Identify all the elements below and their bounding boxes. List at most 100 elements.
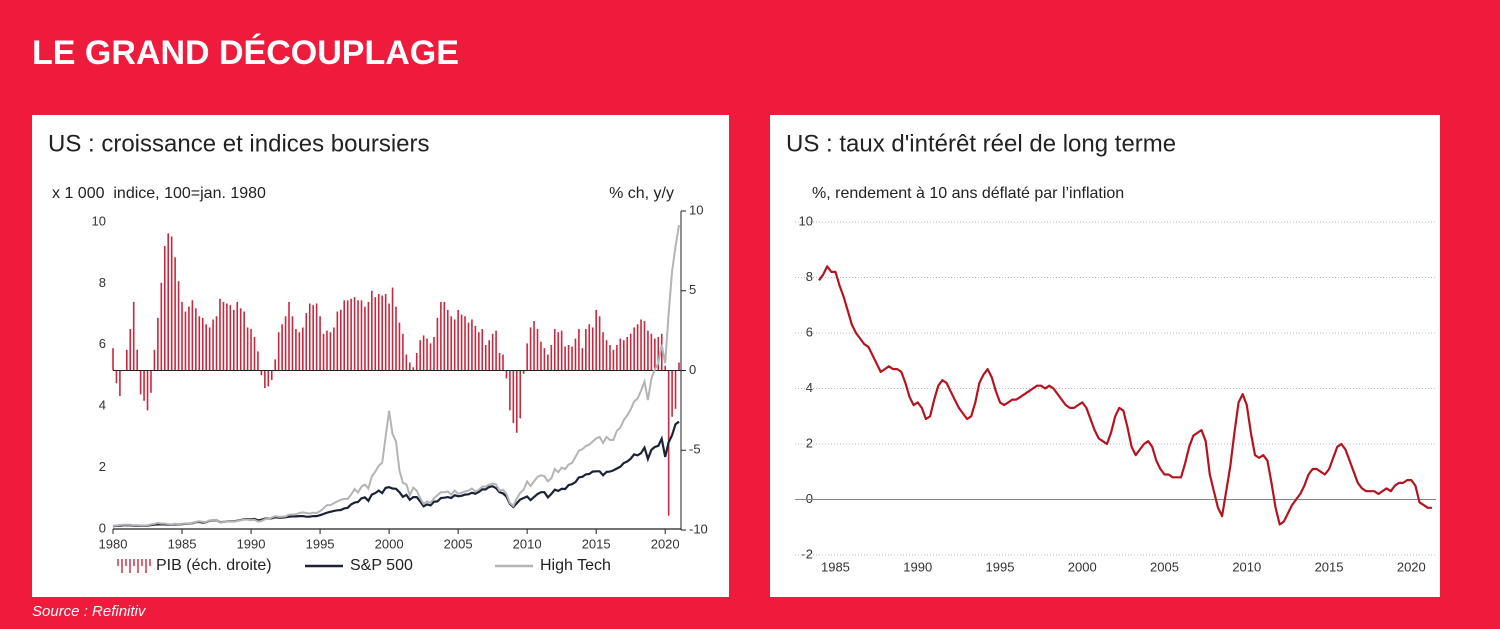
bar: [467, 322, 470, 371]
bar: [260, 370, 263, 376]
bar: [239, 308, 242, 371]
bar: [640, 319, 642, 371]
bar: [650, 333, 653, 371]
bar: [277, 332, 280, 371]
bar: [191, 300, 194, 371]
bar: [395, 306, 397, 371]
bar: [208, 327, 211, 371]
x-tick-label: 2015: [1315, 559, 1344, 574]
y-tick-label: 6: [806, 324, 813, 339]
bar: [288, 301, 290, 371]
bar: [629, 333, 632, 371]
bar: [160, 282, 163, 371]
bar: [616, 344, 618, 371]
bar: [215, 316, 218, 371]
y-tick-label: 2: [806, 435, 813, 450]
bar: [671, 370, 673, 417]
bar: [132, 301, 135, 371]
x-tick-label: 1995: [306, 536, 335, 551]
bar: [443, 301, 446, 371]
bar: [346, 300, 349, 371]
bar: [533, 321, 535, 371]
bar: [440, 301, 442, 371]
bar: [229, 305, 232, 371]
bar: [564, 346, 566, 371]
bar: [377, 293, 380, 371]
bar: [146, 370, 149, 411]
bar: [422, 335, 425, 371]
bar: [236, 301, 239, 371]
bar: [264, 370, 266, 389]
bar: [112, 348, 114, 371]
bar: [478, 332, 480, 371]
bar: [409, 362, 411, 371]
bar: [388, 303, 390, 371]
x-tick-label: 2020: [651, 536, 680, 551]
y2-tick-label: 10: [689, 202, 703, 217]
x-tick-label: 2015: [582, 536, 611, 551]
bar: [526, 343, 528, 371]
bar: [602, 332, 604, 371]
bar: [509, 370, 511, 411]
bar: [295, 329, 297, 371]
bar: [250, 329, 252, 371]
y-tick-label: 10: [92, 213, 106, 228]
y-tick-label: 8: [806, 269, 813, 284]
bar: [163, 246, 166, 371]
bar: [647, 330, 649, 371]
bar: [581, 348, 584, 371]
bar: [212, 319, 214, 371]
x-tick-label: 1990: [237, 536, 266, 551]
bar: [498, 352, 501, 371]
bar: [315, 303, 318, 371]
bar: [484, 344, 487, 371]
bar: [674, 370, 677, 409]
y-tick-label: 4: [99, 398, 106, 413]
bar: [350, 298, 352, 371]
x-tick-label: 1985: [821, 559, 850, 574]
bar: [181, 301, 183, 371]
x-tick-label: 2010: [1232, 559, 1261, 574]
bar: [153, 349, 156, 371]
bar: [626, 337, 629, 371]
bar: [274, 359, 277, 371]
bar: [284, 316, 287, 371]
bar: [436, 317, 439, 371]
bar: [115, 370, 118, 384]
y2-axis-label: % ch, y/y: [609, 185, 674, 202]
bar: [474, 325, 477, 371]
bar: [446, 309, 449, 371]
bar: [322, 333, 325, 371]
bar: [457, 309, 459, 371]
bar: [129, 329, 132, 371]
bar: [522, 370, 525, 374]
bar: [619, 338, 622, 371]
bar: [353, 297, 356, 371]
bar: [343, 300, 346, 371]
bar: [198, 316, 201, 371]
bar: [326, 330, 328, 371]
bar: [460, 314, 463, 371]
bar: [308, 303, 311, 371]
bar: [364, 306, 366, 371]
bar: [512, 370, 515, 424]
y2-tick-label: -10: [689, 521, 708, 536]
bar: [329, 332, 332, 371]
y2-tick-label: 0: [689, 362, 696, 377]
bar: [471, 319, 473, 371]
bar: [177, 281, 180, 371]
bar: [419, 340, 421, 371]
bar: [184, 311, 187, 371]
bar: [367, 301, 370, 371]
bar: [157, 317, 159, 371]
bar: [529, 327, 532, 371]
x-tick-label: 1990: [903, 559, 932, 574]
bar: [167, 233, 170, 371]
bar: [246, 327, 249, 371]
bar: [502, 354, 504, 371]
bar: [219, 298, 221, 371]
bar: [664, 365, 666, 371]
bar: [339, 309, 342, 371]
y-tick-label: -2: [801, 546, 813, 561]
bar: [232, 309, 235, 371]
